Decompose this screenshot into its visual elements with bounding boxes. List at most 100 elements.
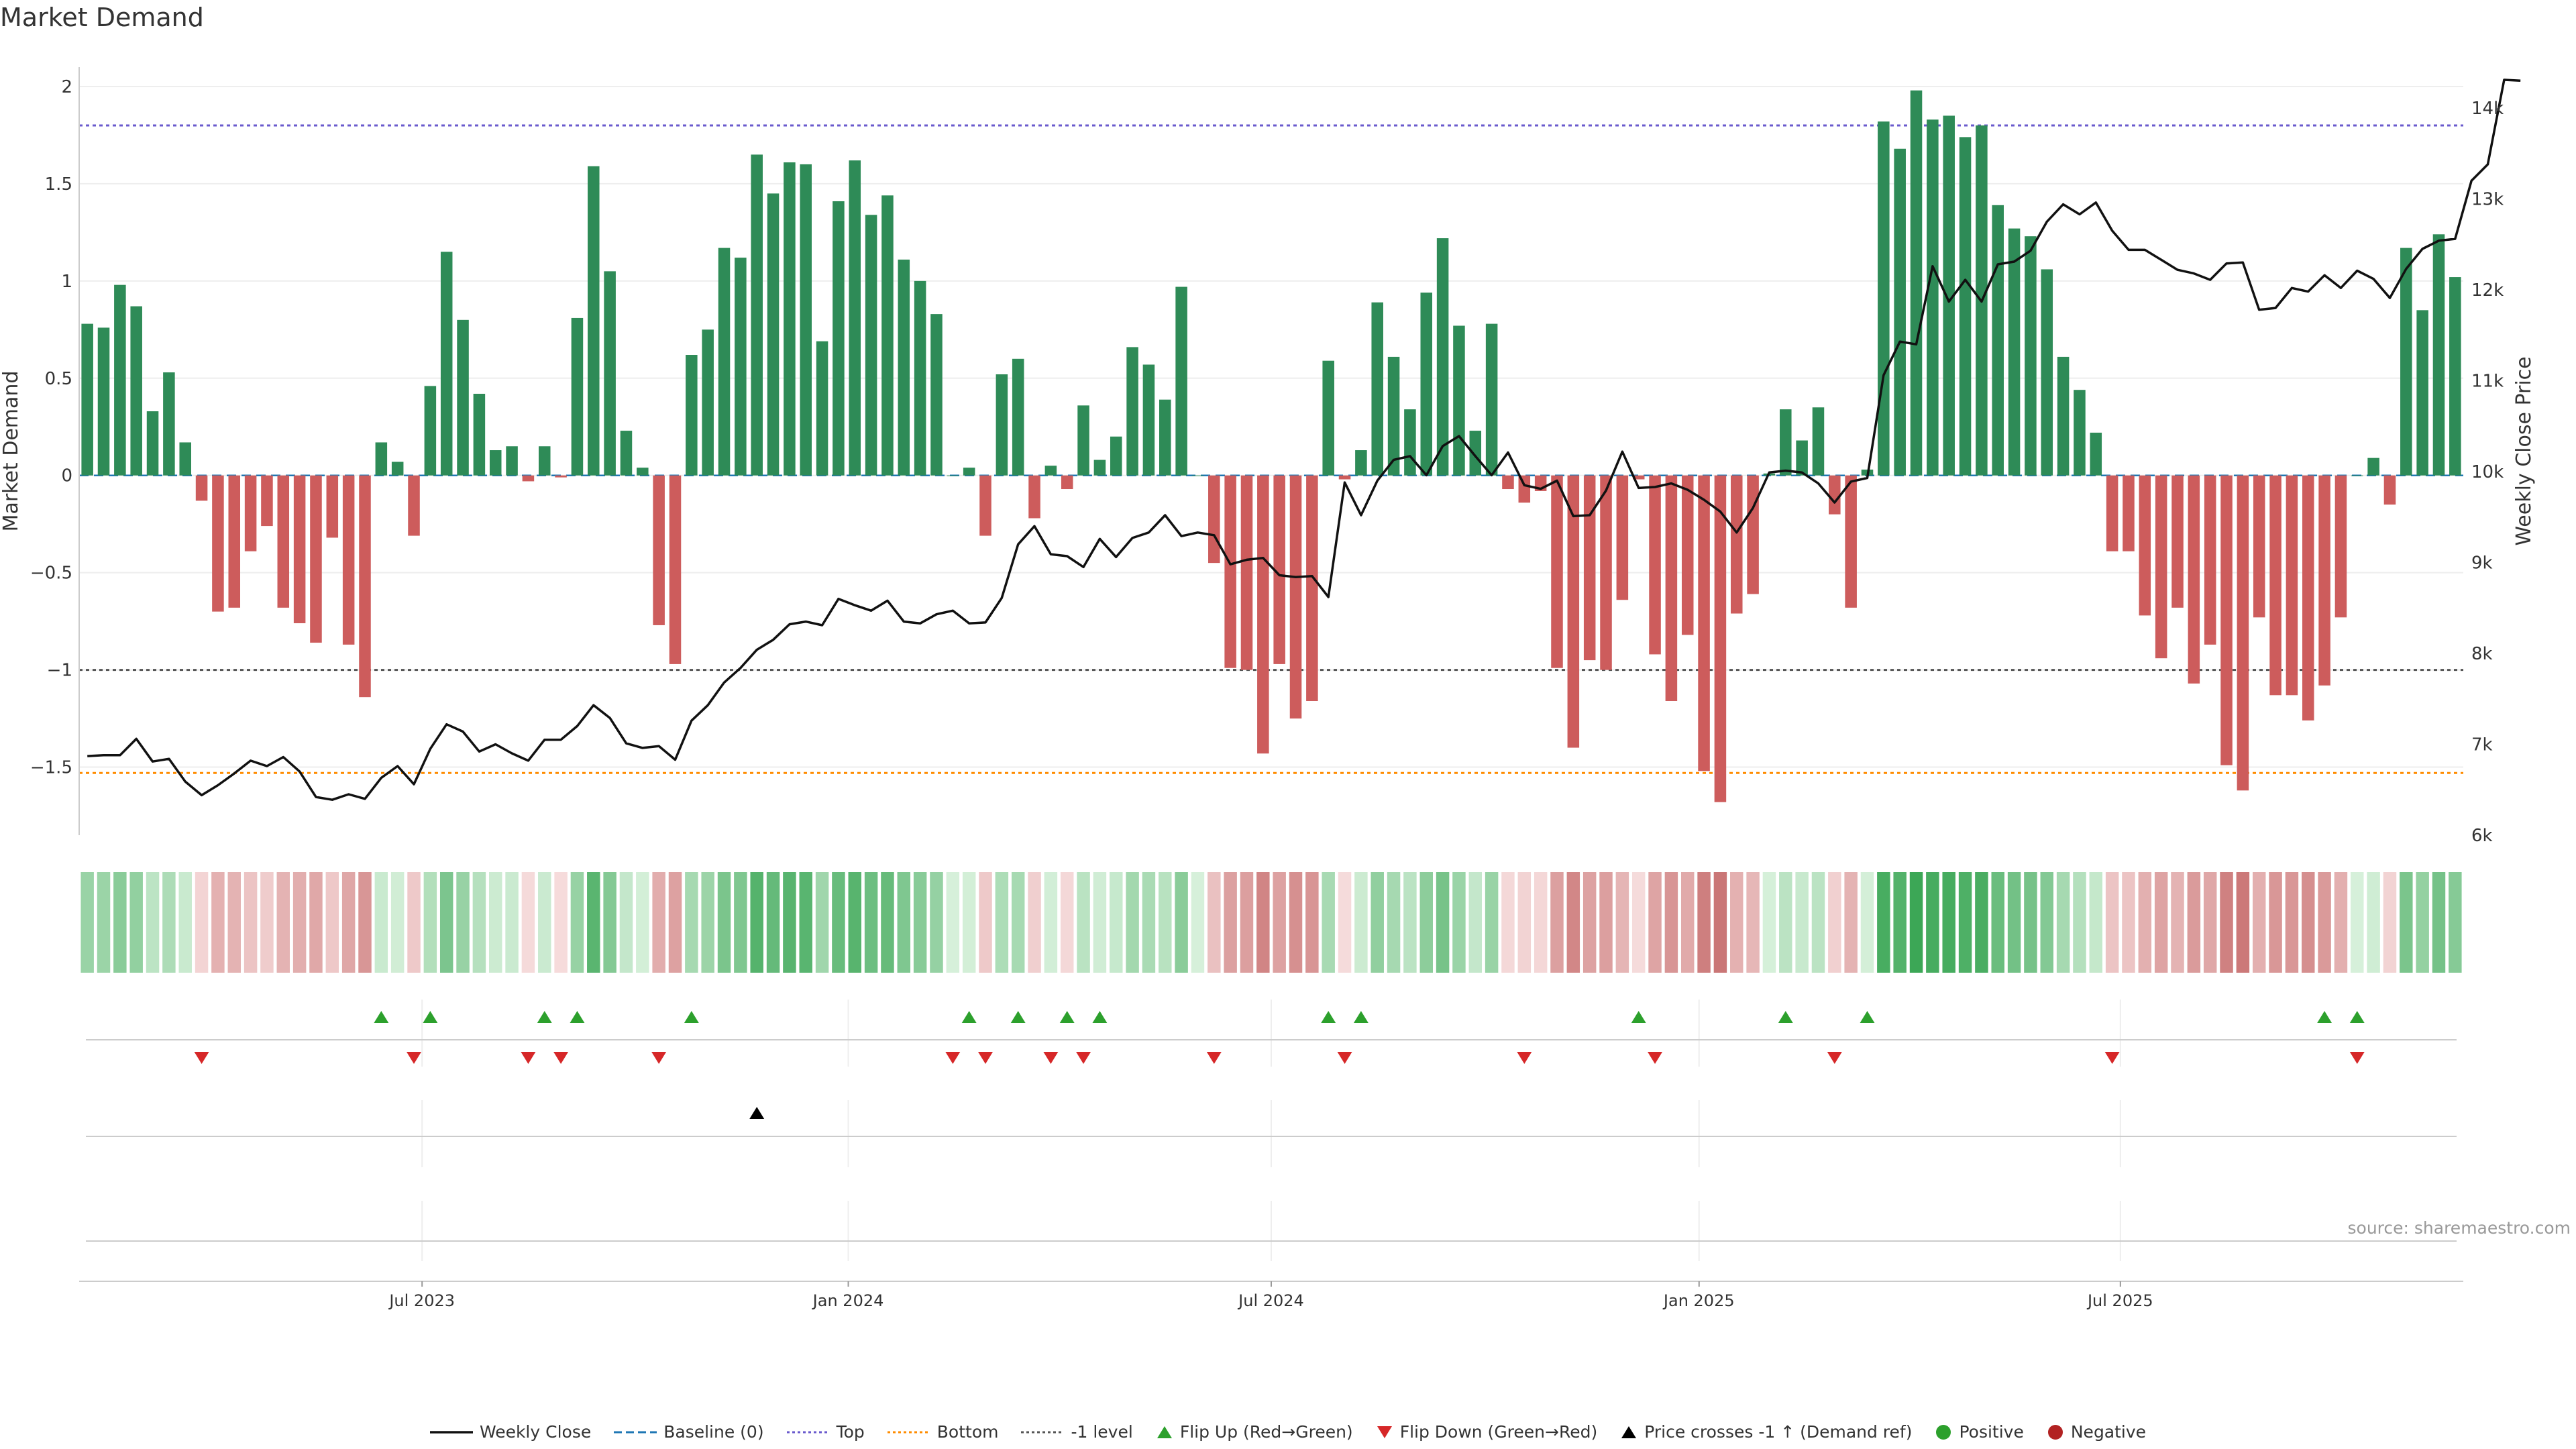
heat-cell [488, 872, 502, 973]
heat-cell [1909, 872, 1923, 973]
positive-bar [1093, 460, 1106, 476]
heat-cell [2154, 872, 2168, 973]
legend-label: Negative [2070, 1422, 2147, 1442]
negative-bar [2302, 475, 2314, 720]
heat-cell [1289, 872, 1303, 973]
heat-cell [1403, 872, 1417, 973]
negative-bar [979, 475, 991, 536]
heat-cell [521, 872, 535, 973]
legend-item-flip_down: Flip Down (Green→Red) [1376, 1422, 1597, 1442]
negative-bar [1061, 475, 1073, 490]
positive-bar [1992, 205, 2004, 476]
heat-cell [783, 872, 796, 973]
heat-cell [1860, 872, 1874, 973]
negative-bar [1306, 475, 1318, 701]
negative-bar [1616, 475, 1629, 600]
positive-bar [604, 271, 616, 476]
positive-bar [163, 372, 175, 476]
legend-label: Bottom [936, 1422, 999, 1442]
y-tick-label: 0.5 [45, 369, 72, 389]
flip-down-marker [1206, 1052, 1222, 1064]
heat-cell [1468, 872, 1483, 973]
minus1-legend-icon [1021, 1431, 1065, 1433]
positive-bar [2057, 356, 2070, 476]
positive-bar [767, 193, 780, 476]
legend-item-minus1: -1 level [1021, 1422, 1133, 1442]
positive-bar [489, 450, 502, 476]
main-gridlines [79, 85, 2463, 768]
heat-cell [2187, 872, 2201, 973]
negative-bar [244, 475, 257, 551]
legend-label: Flip Up (Red→Green) [1179, 1422, 1353, 1442]
heat-cell [505, 872, 519, 973]
positive-bar [1878, 121, 1890, 476]
y-tick-label: 2 [61, 77, 72, 97]
positive-bar [620, 431, 633, 476]
left-axis: 2 1.5 1 0.5 0 −0.5 −1 −1.5 [30, 67, 80, 835]
positive-bar [963, 468, 975, 476]
heat-cell [2220, 872, 2233, 973]
heat-cell [1485, 872, 1499, 973]
heat-cell [766, 872, 780, 973]
flip-down-marker [1043, 1052, 1059, 1064]
positive-bar [506, 446, 518, 476]
legend-swatch [1377, 1426, 1392, 1438]
heat-cell [1680, 872, 1695, 973]
heat-cell [439, 872, 453, 973]
positive-bar [1469, 431, 1482, 476]
axis-titles: Market Demand Weekly Close Price [0, 356, 2536, 545]
positive-bar [1387, 356, 1400, 476]
heat-cell [2236, 872, 2250, 973]
heat-cell [2367, 872, 2380, 973]
negative-bar [1518, 475, 1531, 503]
negative-bar [1845, 475, 1857, 608]
negative-bar [2383, 475, 2396, 505]
y-tick-label: 1 [61, 272, 72, 292]
heat-cell [2007, 872, 2021, 973]
heat-cell [1126, 872, 1139, 973]
positive-bar [1322, 360, 1334, 476]
positive-bar [2041, 269, 2053, 476]
positive-bar [2416, 310, 2428, 476]
positive-bar [816, 341, 828, 476]
positive-bar [1812, 407, 1825, 476]
heat-cell [407, 872, 421, 973]
heat-cell [1208, 872, 1221, 973]
negative-bar [359, 475, 371, 698]
heat-cell [178, 872, 192, 973]
negative-bar [1681, 475, 1694, 635]
heat-cell [717, 872, 731, 973]
negative-bar [1730, 475, 1743, 614]
negative-bar [2334, 475, 2347, 618]
flip-up-marker [1860, 1011, 1875, 1023]
negative-bar [2237, 475, 2249, 791]
legend-item-baseline: Baseline (0) [614, 1422, 764, 1442]
positive-bar [735, 258, 747, 476]
negative-bar [1600, 475, 1612, 670]
heat-cell [2138, 872, 2152, 973]
heat-cell [587, 872, 600, 973]
heat-cell [1926, 872, 1939, 973]
heat-cell [2416, 872, 2429, 973]
heat-cell [832, 872, 845, 973]
positive-bar [2449, 277, 2461, 476]
y2-tick-label: 13k [2471, 189, 2504, 209]
positive-bar [375, 442, 388, 476]
demand-heat-strip [80, 872, 2462, 973]
heat-cell [260, 872, 274, 973]
heat-cell [701, 872, 714, 973]
positive-bar [1371, 302, 1383, 476]
negative-bar [1583, 475, 1596, 661]
heat-cell [2040, 872, 2054, 973]
heat-cell [668, 872, 682, 973]
positive-bar [898, 259, 910, 476]
flip_up-legend-icon [1157, 1426, 1172, 1438]
positive-bar [1796, 440, 1808, 476]
negative-bar [2155, 475, 2167, 659]
positive-bar [97, 327, 110, 476]
positive-bar [849, 160, 861, 476]
heat-cell [913, 872, 927, 973]
heat-cell [1942, 872, 1955, 973]
heat-cell [1305, 872, 1319, 973]
heat-cell [2449, 872, 2462, 973]
